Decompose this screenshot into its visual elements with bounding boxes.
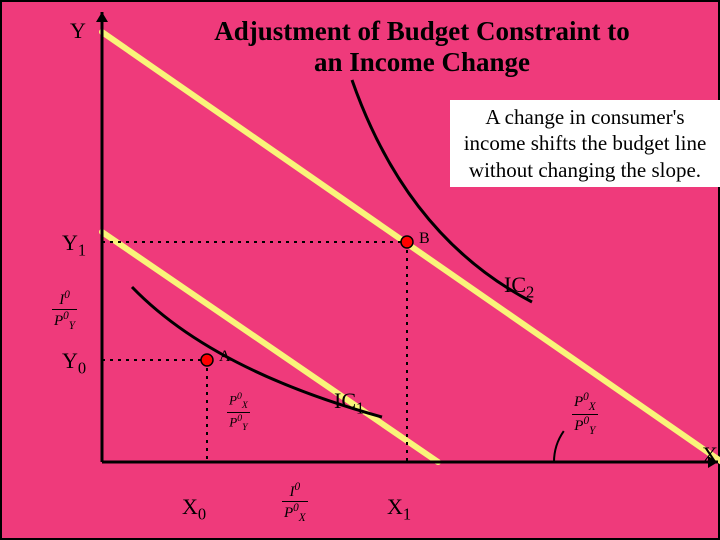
- tangency-point-a: [201, 354, 213, 366]
- title-line2: an Income Change: [314, 47, 530, 77]
- title-line1: Adjustment of Budget Constraint to: [214, 16, 630, 46]
- caption-box: A change in consumer's income shifts the…: [450, 100, 720, 187]
- axis-arrow: [96, 12, 108, 22]
- x-axis-label: X: [702, 442, 718, 468]
- slope-arc: [554, 431, 564, 462]
- caption-text: A change in consumer's income shifts the…: [464, 105, 707, 182]
- y-intercept-frac: I0P0Y: [52, 290, 77, 332]
- tangency-point-b: [401, 236, 413, 248]
- x-tick-x0: X0: [182, 494, 206, 524]
- ic2-label: IC2: [504, 272, 534, 302]
- point-label-b: B: [419, 230, 430, 248]
- y-tick-y1: Y1: [62, 230, 86, 260]
- y-tick-y0: Y0: [62, 348, 86, 378]
- chart-svg: [2, 2, 720, 540]
- slope-frac: P0XP0Y: [572, 392, 598, 438]
- x-intercept-frac: I0P0X: [282, 482, 308, 524]
- diagram-canvas: A B Adjustment of Budget Constraint toan I…: [0, 0, 720, 540]
- x-tick-x1: X1: [387, 494, 411, 524]
- ic1-label: IC1: [334, 388, 364, 418]
- budget-line-low: [102, 232, 438, 462]
- y-axis-label: Y: [70, 18, 86, 44]
- chart-title: Adjustment of Budget Constraint toan Inc…: [152, 16, 692, 78]
- extra-frac: P0XP0Y: [227, 392, 250, 432]
- point-label-a: A: [219, 348, 231, 366]
